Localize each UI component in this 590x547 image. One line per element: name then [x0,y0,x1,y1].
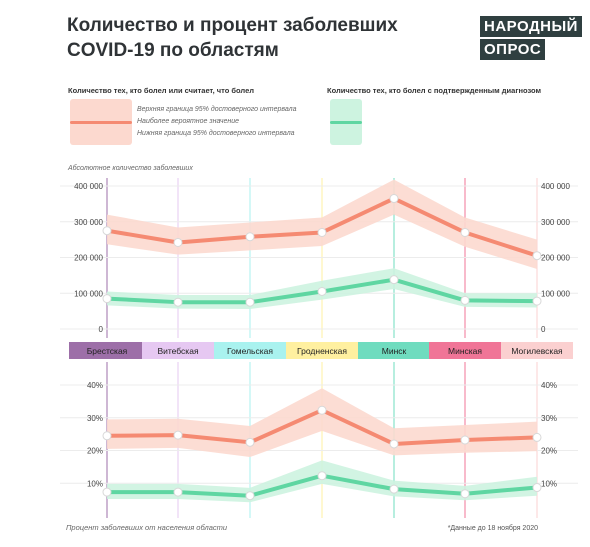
bottom-tick-label-left: 10% [87,479,103,488]
legend-lower-text: Нижняя граница 95% достоверного интервал… [137,130,295,137]
top-data-point [102,226,112,236]
legend-probable-line [70,121,132,124]
top-tick-label-right: 300 000 [541,218,570,227]
legend-upper-text: Верхняя граница 95% достоверного интерва… [137,106,297,113]
bottom-data-point [317,471,327,481]
category-label: Витебская [157,346,199,356]
top-tick-label-left: 300 000 [74,218,103,227]
bottom-data-point [102,487,112,497]
top-ci-band-0 [107,179,537,269]
top-chart-title: Абсолютное количество заболевших [67,164,193,172]
top-data-point [460,227,470,237]
category-label: Минск [382,346,407,356]
top-tick-label-left: 0 [99,325,104,334]
bottom-tick-label-left: 30% [87,414,103,423]
bottom-data-point [532,483,542,493]
top-data-point [102,294,112,304]
category-label: Минская [448,346,482,356]
logo-line-2: ОПРОС [480,39,546,60]
bottom-tick-label-right: 20% [541,447,557,456]
top-tick-label-left: 100 000 [74,289,103,298]
bottom-data-point [245,491,255,501]
category-label: Гродненская [297,346,347,356]
bottom-axis-label: Процент заболевших от населения области [66,523,228,532]
category-cell [69,342,143,359]
legend-confirmed-line [330,121,362,124]
bottom-data-point [173,430,183,440]
top-data-point [173,237,183,247]
top-data-point [317,286,327,296]
page-title: Количество и процент заболевших COVID-19… [67,13,427,63]
top-tick-label-left: 200 000 [74,254,103,263]
category-cell [429,342,501,359]
data-note: *Данные до 18 ноября 2020 [448,524,538,532]
top-tick-label-left: 400 000 [74,182,103,191]
title-line-1: Количество и процент заболевших [67,15,398,36]
category-cell [501,342,573,359]
category-cell [142,342,214,359]
top-data-point [173,297,183,307]
logo-line-1: НАРОДНЫЙ [480,16,582,37]
logo: НАРОДНЫЙ ОПРОС [480,16,582,62]
bottom-data-point [460,489,470,499]
category-label: Могилевская [511,346,563,356]
top-tick-label-right: 400 000 [541,182,570,191]
top-tick-label-right: 0 [541,325,546,334]
top-tick-label-right: 200 000 [541,254,570,263]
bottom-data-point [389,484,399,494]
bottom-data-point [389,439,399,449]
bottom-data-point [173,487,183,497]
legend-likely-text: Наиболее вероятное значение [137,118,240,125]
bottom-tick-label-right: 30% [541,414,557,423]
top-tick-label-right: 100 000 [541,289,570,298]
bottom-data-point [460,435,470,445]
bottom-tick-label-right: 40% [541,381,557,390]
top-data-point [245,232,255,242]
top-data-point [389,194,399,204]
category-label: Брестская [87,346,128,356]
top-data-point [532,296,542,306]
category-label: Гомельская [227,346,273,356]
legend-probable-title: Количество тех, кто болел или считает, ч… [68,86,255,95]
top-data-point [317,227,327,237]
bottom-data-point [532,432,542,442]
title-line-2: COVID-19 по областям [67,40,279,61]
category-cell [286,342,358,359]
bottom-tick-label-left: 20% [87,447,103,456]
top-data-point [532,251,542,261]
top-data-point [389,275,399,285]
category-cell [214,342,286,359]
top-data-point [245,297,255,307]
bottom-tick-label-left: 40% [87,381,103,390]
bottom-data-point [317,405,327,415]
bottom-data-point [102,431,112,441]
category-cell [358,342,430,359]
legend-confirmed-title: Количество тех, кто болел с подтвержденн… [327,86,542,95]
top-data-point [460,295,470,305]
bottom-data-point [245,437,255,447]
bottom-tick-label-right: 10% [541,479,557,488]
